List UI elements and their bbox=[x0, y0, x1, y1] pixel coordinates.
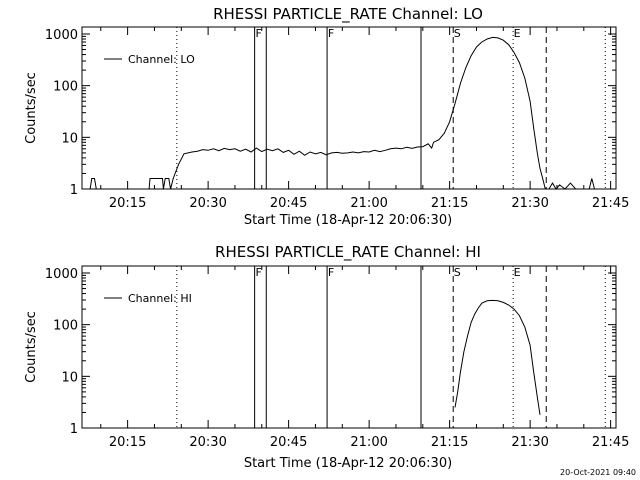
hi-y-axis-label: Counts/sec bbox=[24, 311, 39, 383]
hi-x-tick-label: 21:00 bbox=[350, 435, 387, 450]
lo-y-tick-label: 1000 bbox=[45, 28, 78, 43]
hi-y-tick-label: 1 bbox=[70, 422, 78, 437]
hi-legend: Channel: HI bbox=[104, 292, 192, 305]
hi-plot-frame bbox=[81, 265, 617, 429]
hi-marker-label: F bbox=[328, 266, 334, 279]
hi-x-tick-label: 20:30 bbox=[189, 435, 226, 450]
hi-x-tick-label: 21:30 bbox=[511, 435, 548, 450]
lo-x-tick-label: 21:00 bbox=[350, 196, 387, 211]
lo-chart-title: RHESSI PARTICLE_RATE Channel: LO bbox=[213, 5, 483, 24]
lo-x-tick-label: 20:15 bbox=[109, 196, 146, 211]
hi-marker-label: S bbox=[454, 266, 461, 279]
lo-plot-frame bbox=[81, 26, 617, 190]
lo-axis-ticks: 20:15 20:30 20:45 21:00 21:15 21:30 21:45 1 10 10… bbox=[45, 27, 629, 211]
lo-x-tick-label: 20:45 bbox=[270, 196, 307, 211]
lo-series-line bbox=[89, 36, 595, 190]
lo-y-tick-label: 10 bbox=[61, 131, 78, 146]
lo-panel: RHESSI PARTICLE_RATE Channel: LO F F S E 20… bbox=[24, 5, 629, 228]
lo-x-tick-label: 21:30 bbox=[511, 196, 548, 211]
hi-y-tick-label: 1000 bbox=[45, 267, 78, 282]
lo-marker-label: F bbox=[255, 27, 261, 40]
hi-y-tick-label: 10 bbox=[61, 370, 78, 385]
hi-panel: RHESSI PARTICLE_RATE Channel: HI F F S E 20… bbox=[24, 243, 629, 471]
hi-x-tick-label: 21:45 bbox=[592, 435, 629, 450]
lo-x-tick-label: 21:45 bbox=[592, 196, 629, 211]
hi-marker-label: E bbox=[514, 266, 521, 279]
hi-legend-label: Channel: HI bbox=[128, 292, 192, 305]
lo-x-tick-label: 20:30 bbox=[189, 196, 226, 211]
lo-y-tick-label: 1 bbox=[70, 183, 78, 198]
hi-axis-ticks: 20:15 20:30 20:45 21:00 21:15 21:30 21:45 1 10 10… bbox=[45, 266, 629, 450]
hi-x-tick-label: 20:45 bbox=[270, 435, 307, 450]
hi-marker-label: F bbox=[255, 266, 261, 279]
render-timestamp: 20-Oct-2021 09:40 bbox=[560, 468, 636, 477]
lo-x-tick-label: 21:15 bbox=[431, 196, 468, 211]
lo-marker-label: S bbox=[454, 27, 461, 40]
hi-x-axis-label: Start Time (18-Apr-12 20:06:30) bbox=[244, 456, 452, 471]
hi-series-line bbox=[454, 299, 541, 415]
hi-x-tick-label: 20:15 bbox=[109, 435, 146, 450]
lo-y-axis-label: Counts/sec bbox=[24, 72, 39, 144]
lo-y-tick-label: 100 bbox=[53, 80, 78, 95]
lo-x-axis-label: Start Time (18-Apr-12 20:06:30) bbox=[244, 213, 452, 228]
hi-y-tick-label: 100 bbox=[53, 319, 78, 334]
lo-marker-label: F bbox=[328, 27, 334, 40]
lo-legend-label: Channel: LO bbox=[128, 53, 195, 66]
lo-legend: Channel: LO bbox=[104, 53, 195, 66]
hi-x-tick-label: 21:15 bbox=[431, 435, 468, 450]
hi-chart-title: RHESSI PARTICLE_RATE Channel: HI bbox=[215, 243, 481, 262]
lo-marker-label: E bbox=[514, 27, 521, 40]
